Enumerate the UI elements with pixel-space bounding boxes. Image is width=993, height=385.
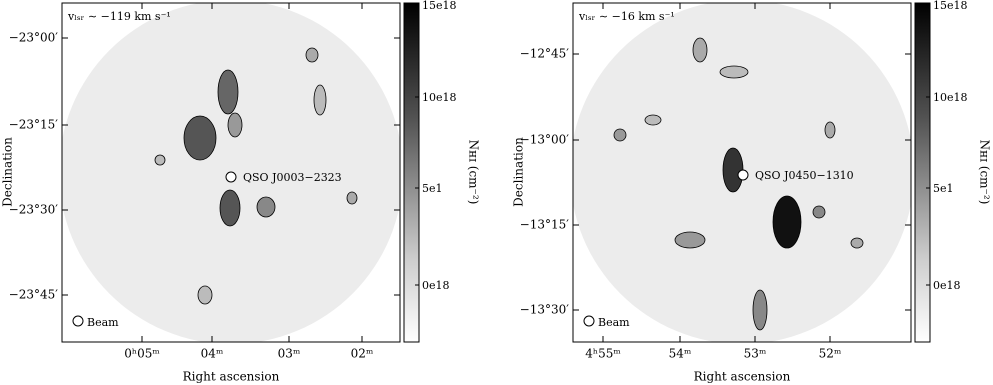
- emission-contour: [227, 112, 243, 138]
- emission-contour: [613, 128, 627, 142]
- y-tick-label: −12°45′: [520, 47, 570, 61]
- panel: vₗₛᵣ ∼ −119 km s⁻¹ QSO J0003−2323 Beam 0ʰ05…: [1, 0, 481, 384]
- emission-contour: [722, 147, 744, 193]
- emission-contour: [719, 65, 749, 79]
- colorbar-tick-label: 10e18: [422, 91, 457, 104]
- colorbar-tick-label: 15e18: [933, 0, 968, 12]
- emission-contour: [256, 196, 276, 218]
- x-tick-label: 04ᵐ: [201, 347, 224, 361]
- y-tick-label: −23°30′: [9, 203, 59, 217]
- colorbar-tick-label: 5e1: [933, 182, 954, 195]
- emission-contour: [772, 195, 802, 249]
- axes-frame: [572, 2, 912, 343]
- x-tick-label: 4ʰ55ᵐ: [585, 347, 620, 361]
- emission-contour: [346, 191, 358, 205]
- y-axis-title: Declination: [512, 137, 526, 207]
- y-tick-label: −23°45′: [9, 288, 59, 302]
- emission-contour: [154, 154, 166, 166]
- emission-contour: [183, 115, 217, 161]
- velocity-label: vₗₛᵣ ∼ −119 km s⁻¹: [67, 10, 171, 23]
- emission-contour: [824, 121, 836, 139]
- source-label: QSO J0450−1310: [755, 169, 854, 182]
- colorbar-tick-label: 0e18: [933, 279, 961, 292]
- axes-frame: [61, 2, 401, 343]
- x-tick-label: 02ᵐ: [351, 347, 374, 361]
- emission-contour: [644, 114, 662, 126]
- panel: vₗₛᵣ ∼ −16 km s⁻¹ QSO J0450−1310 Beam 4ʰ55ᵐ…: [512, 0, 992, 384]
- x-tick-label: 54ᵐ: [669, 347, 692, 361]
- colorbar: [403, 2, 420, 343]
- emission-contour: [219, 189, 241, 227]
- x-axis-title: Right ascension: [694, 370, 791, 384]
- colorbar-label: Nʜɪ (cm⁻²): [467, 140, 481, 205]
- x-axis-title: Right ascension: [183, 370, 280, 384]
- colorbar-tick-label: 10e18: [933, 91, 968, 104]
- emission-contour: [752, 289, 768, 331]
- source-label: QSO J0003−2323: [243, 171, 342, 184]
- x-tick-label: 03ᵐ: [278, 347, 301, 361]
- emission-contour: [812, 205, 826, 219]
- x-tick-label: 53ᵐ: [744, 347, 767, 361]
- y-tick-label: −23°15′: [9, 118, 59, 132]
- qso-marker: [225, 171, 237, 183]
- beam-symbol: [583, 315, 595, 327]
- x-tick-label: 0ʰ05ᵐ: [124, 347, 159, 361]
- velocity-label: vₗₛᵣ ∼ −16 km s⁻¹: [578, 10, 675, 23]
- qso-marker: [737, 169, 749, 181]
- colorbar-tick-label: 15e18: [422, 0, 457, 12]
- emission-contour: [217, 69, 239, 115]
- emission-contour: [305, 47, 319, 63]
- y-axis-title: Declination: [1, 137, 15, 207]
- beam-label: Beam: [598, 316, 630, 329]
- emission-contour: [692, 37, 708, 63]
- beam-label: Beam: [87, 316, 119, 329]
- x-tick-label: 52ᵐ: [819, 347, 842, 361]
- y-tick-label: −13°15′: [520, 218, 570, 232]
- colorbar-tick-label: 5e1: [422, 182, 443, 195]
- emission-contour: [197, 285, 213, 305]
- colorbar-label: Nʜɪ (cm⁻²): [978, 140, 992, 205]
- y-tick-label: −23°00′: [9, 31, 59, 45]
- colorbar-tick-label: 0e18: [422, 279, 450, 292]
- emission-contour: [313, 84, 327, 116]
- colorbar: [914, 2, 931, 343]
- emission-contour: [850, 237, 864, 249]
- y-tick-label: −13°00′: [520, 133, 570, 147]
- beam-symbol: [72, 315, 84, 327]
- y-tick-label: −13°30′: [520, 303, 570, 317]
- emission-contour: [674, 231, 706, 249]
